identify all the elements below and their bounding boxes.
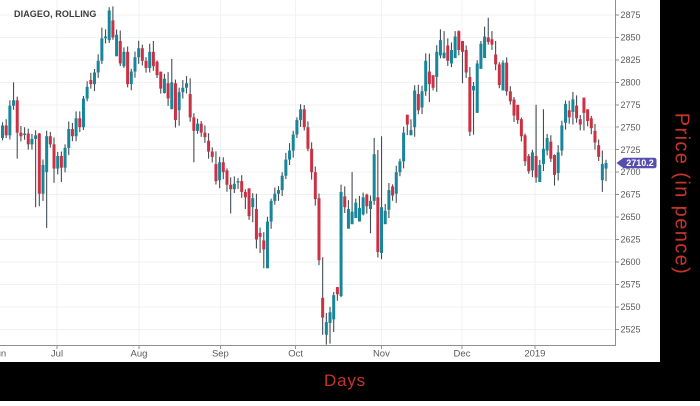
svg-text:DIAGEO, ROLLING: DIAGEO, ROLLING xyxy=(14,9,97,19)
svg-text:2825: 2825 xyxy=(621,55,641,65)
svg-text:2525: 2525 xyxy=(621,324,641,334)
svg-text:Jul: Jul xyxy=(51,349,63,360)
svg-text:2725: 2725 xyxy=(621,145,641,155)
svg-text:2019: 2019 xyxy=(524,349,545,360)
svg-text:2650: 2650 xyxy=(621,212,641,222)
svg-text:Sep: Sep xyxy=(212,349,229,360)
svg-text:Days: Days xyxy=(324,371,366,390)
svg-text:2850: 2850 xyxy=(621,33,641,43)
svg-text:2775: 2775 xyxy=(621,100,641,110)
svg-text:2625: 2625 xyxy=(621,235,641,245)
svg-text:2675: 2675 xyxy=(621,190,641,200)
svg-text:Nov: Nov xyxy=(373,349,390,360)
svg-text:2875: 2875 xyxy=(621,10,641,20)
svg-text:2575: 2575 xyxy=(621,280,641,290)
svg-text:Aug: Aug xyxy=(131,349,148,360)
svg-text:2800: 2800 xyxy=(621,78,641,88)
svg-text:Oct: Oct xyxy=(288,349,303,360)
svg-text:Dec: Dec xyxy=(454,349,471,360)
svg-text:2600: 2600 xyxy=(621,257,641,267)
svg-text:2700: 2700 xyxy=(621,167,641,177)
svg-text:Price (in pence): Price (in pence) xyxy=(671,113,693,275)
svg-text:Jun: Jun xyxy=(0,349,6,360)
svg-text:2750: 2750 xyxy=(621,122,641,132)
svg-text:2710.2: 2710.2 xyxy=(626,158,654,168)
svg-text:2550: 2550 xyxy=(621,302,641,312)
